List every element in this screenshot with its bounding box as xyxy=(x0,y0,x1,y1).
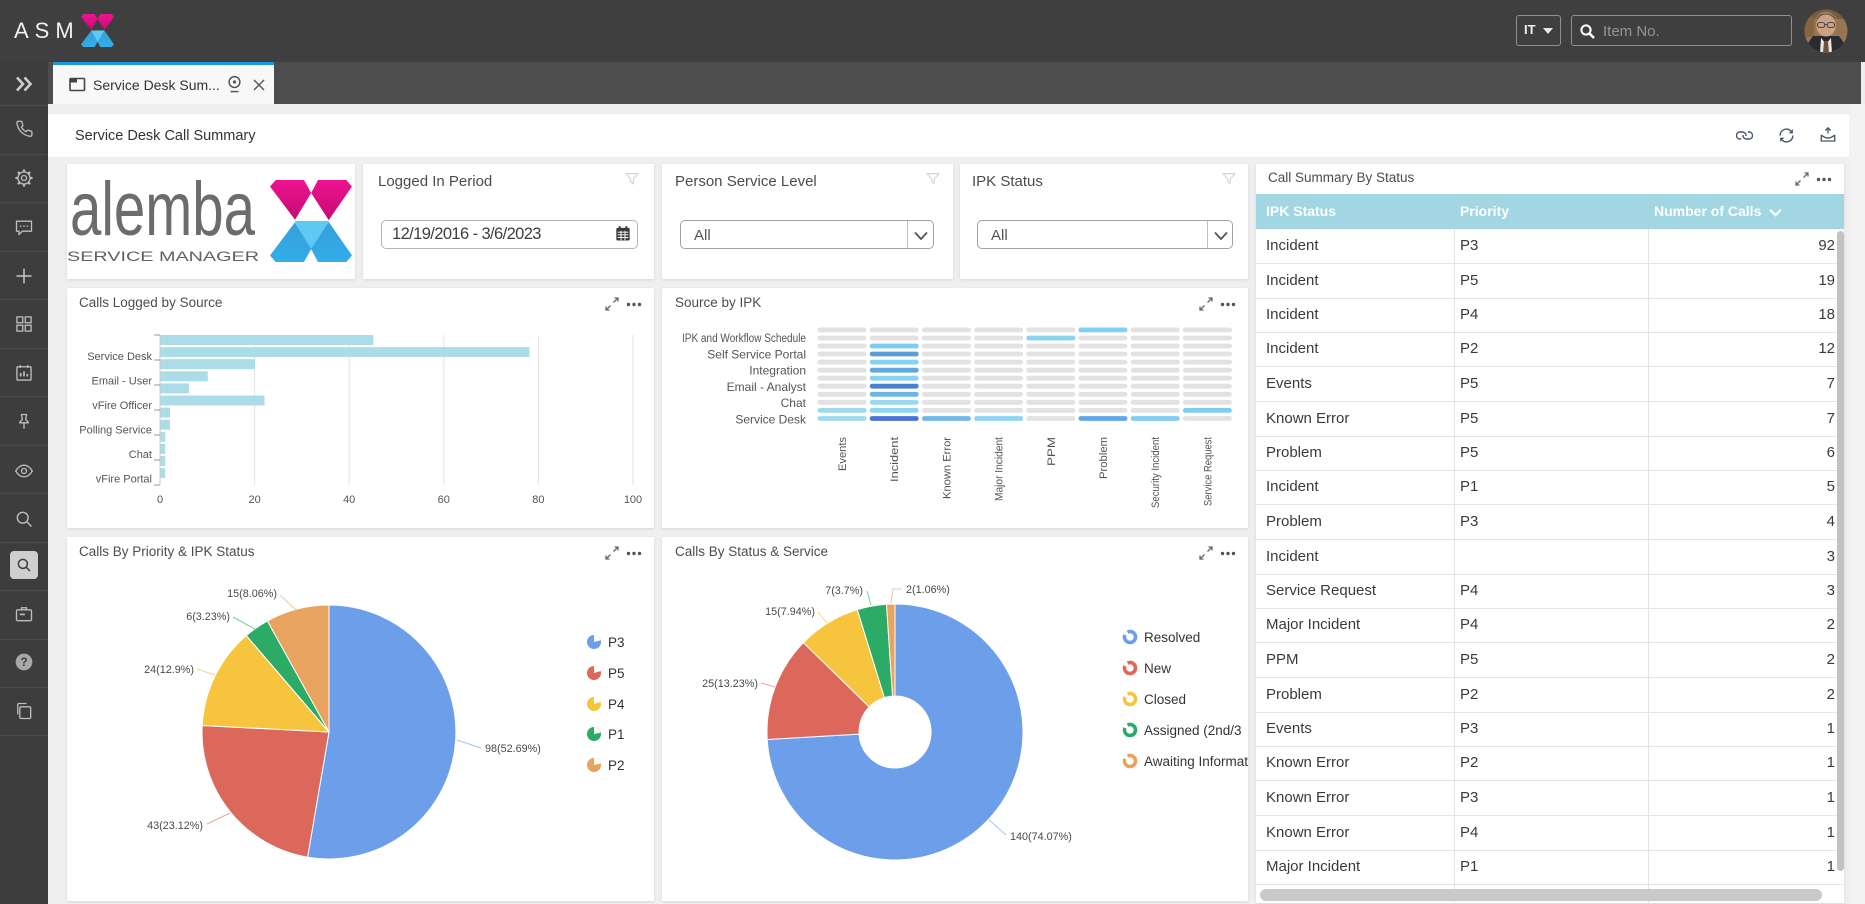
svg-text:6(3.23%): 6(3.23%) xyxy=(186,611,230,623)
svg-text:20: 20 xyxy=(248,494,260,506)
svg-text:Major Incident: Major Incident xyxy=(994,437,1006,501)
svg-text:24(12.9%): 24(12.9%) xyxy=(144,664,194,676)
svg-text:vFire Portal: vFire Portal xyxy=(96,474,152,486)
svg-text:Service Desk: Service Desk xyxy=(87,351,152,363)
svg-text:Email - User: Email - User xyxy=(91,376,152,388)
svg-text:100: 100 xyxy=(624,494,642,506)
svg-text:80: 80 xyxy=(532,494,544,506)
svg-text:Security Incident: Security Incident xyxy=(1150,437,1162,508)
svg-text:Integration: Integration xyxy=(749,364,806,378)
svg-text:Resolved: Resolved xyxy=(1144,630,1200,645)
svg-text:Service Desk: Service Desk xyxy=(735,413,807,427)
svg-text:43(23.12%): 43(23.12%) xyxy=(147,820,203,832)
svg-text:2(1.06%): 2(1.06%) xyxy=(906,584,950,596)
svg-text:Events: Events xyxy=(837,437,849,471)
svg-text:Awaiting Informat: Awaiting Informat xyxy=(1144,754,1248,769)
svg-text:15(7.94%): 15(7.94%) xyxy=(765,606,815,618)
svg-text:Assigned (2nd/3: Assigned (2nd/3 xyxy=(1144,723,1242,738)
svg-text:P1: P1 xyxy=(608,727,625,742)
svg-text:15(8.06%): 15(8.06%) xyxy=(227,588,277,600)
svg-text:60: 60 xyxy=(438,494,450,506)
svg-text:25(13.23%): 25(13.23%) xyxy=(702,678,758,690)
svg-text:0: 0 xyxy=(157,494,163,506)
svg-text:Problem: Problem xyxy=(1098,437,1110,479)
svg-text:PPM: PPM xyxy=(1046,437,1058,466)
svg-text:Email - Analyst: Email - Analyst xyxy=(727,380,807,394)
svg-text:140(74.07%): 140(74.07%) xyxy=(1010,831,1072,843)
svg-text:alemba: alemba xyxy=(70,167,256,252)
svg-text:Closed: Closed xyxy=(1144,692,1186,707)
svg-text:Service Request: Service Request xyxy=(1202,437,1214,506)
svg-text:IPK and Workflow Schedule: IPK and Workflow Schedule xyxy=(682,333,806,345)
svg-text:Chat: Chat xyxy=(129,449,152,461)
svg-text:P2: P2 xyxy=(608,758,625,773)
svg-text:New: New xyxy=(1144,661,1171,676)
svg-text:SERVICE MANAGER: SERVICE MANAGER xyxy=(67,249,259,264)
svg-text:7(3.7%): 7(3.7%) xyxy=(825,585,863,597)
svg-text:Known Error: Known Error xyxy=(941,437,953,499)
svg-text:P3: P3 xyxy=(608,635,625,650)
svg-text:vFire Officer: vFire Officer xyxy=(92,400,152,412)
svg-text:Incident: Incident xyxy=(889,437,901,482)
svg-text:Polling Service: Polling Service xyxy=(79,425,152,437)
svg-text:?: ? xyxy=(20,656,27,669)
svg-text:Self Service Portal: Self Service Portal xyxy=(707,347,806,361)
svg-text:P4: P4 xyxy=(608,697,625,712)
svg-text:P5: P5 xyxy=(608,666,625,681)
svg-text:40: 40 xyxy=(343,494,355,506)
svg-text:98(52.69%): 98(52.69%) xyxy=(485,743,541,755)
svg-text:Chat: Chat xyxy=(781,396,807,410)
